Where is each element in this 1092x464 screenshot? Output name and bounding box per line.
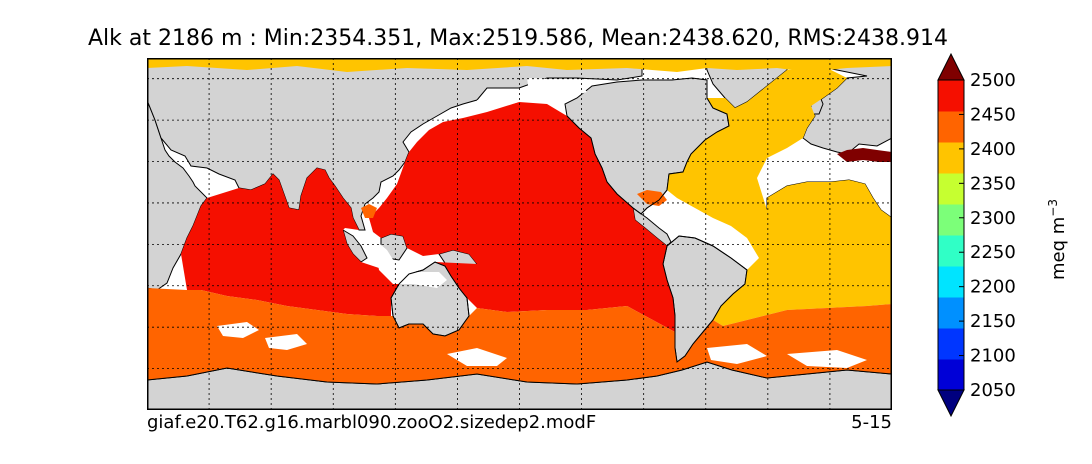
units-exponent: −3 — [1046, 199, 1060, 217]
coast-south-america — [662, 235, 748, 363]
missing-bering — [477, 96, 519, 108]
map-panel — [147, 58, 892, 410]
colorbar-extend-min — [937, 389, 965, 418]
colorbar: 2050 2100 2150 2200 2250 2300 2350 2400 2450 2500 — [937, 52, 1016, 418]
colorbar-tick-label: 2300 — [970, 208, 1016, 229]
pacific-ocean-field — [369, 102, 675, 332]
colorbar-segment — [938, 328, 964, 360]
missing-patch-sh1 — [217, 322, 259, 338]
missing-data-layer — [217, 78, 867, 368]
colorbar-tick-label: 2500 — [970, 70, 1016, 91]
colorbar-units-label: meq m−3 — [1046, 199, 1069, 280]
colorbar-segments — [937, 52, 965, 418]
colorbar-tick-label: 2450 — [970, 104, 1016, 125]
colorbar-segment — [938, 359, 964, 391]
colorbar-segment — [938, 80, 964, 112]
colorbar-tick-label: 2400 — [970, 139, 1016, 160]
colorbar-segment — [938, 266, 964, 298]
coast-americas — [566, 97, 730, 215]
colorbar-extend-max — [937, 52, 965, 81]
coast-antarctica — [147, 361, 892, 385]
gridline-layer — [147, 58, 892, 410]
period-label: 5-15 — [851, 412, 892, 433]
colorbar-segment — [938, 297, 964, 329]
colorbar-tick-label: 2350 — [970, 173, 1016, 194]
colorbar-segment — [938, 142, 964, 174]
missing-arctic-pacific — [527, 78, 587, 98]
case-name-label: giaf.e20.T62.g16.marbl090.zooO2.sizedep2… — [147, 412, 597, 433]
mediterranean-field — [837, 148, 892, 162]
colorbar-segment — [938, 173, 964, 205]
indian-ocean-field — [181, 168, 399, 316]
coastline-layer — [147, 97, 892, 385]
coast-australia — [390, 261, 470, 337]
missing-antarctic-atlantic — [707, 344, 767, 364]
atlantic-ocean-field — [667, 68, 892, 326]
colorbar-tick-label: 2050 — [970, 380, 1016, 401]
colorbar-frame — [937, 79, 965, 391]
world-map — [147, 58, 892, 410]
missing-indonesia — [373, 238, 447, 288]
colorbar-ticks: 2050 2100 2150 2200 2250 2300 2350 2400 2450 2500 — [959, 70, 1016, 401]
missing-patch-sh2 — [265, 334, 307, 350]
map-frame — [147, 58, 892, 410]
colorbar-segment — [938, 111, 964, 143]
caribbean-field — [637, 190, 667, 206]
colorbar-segment — [938, 204, 964, 236]
colorbar-tick-label: 2250 — [970, 242, 1016, 263]
colorbar-segment — [938, 235, 964, 267]
colorbar-tick-label: 2200 — [970, 277, 1016, 298]
chart-title: Alk at 2186 m : Min:2354.351, Max:2519.5… — [88, 26, 948, 51]
scs-field — [361, 204, 377, 218]
missing-weddell — [787, 350, 867, 368]
colorbar-tick-label: 2100 — [970, 346, 1016, 367]
units-main: meq m — [1048, 216, 1069, 280]
missing-antarctic-pacific — [447, 348, 507, 366]
colorbar-tick-label: 2150 — [970, 311, 1016, 332]
